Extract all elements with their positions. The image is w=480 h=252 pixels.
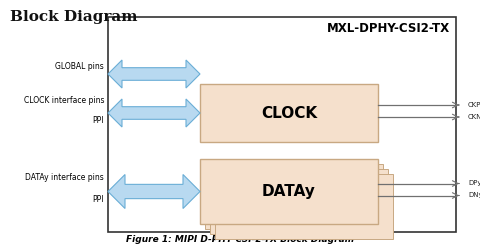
Bar [200, 159, 378, 224]
Text: Block Diagram: Block Diagram [10, 10, 137, 24]
Text: GLOBAL pins: GLOBAL pins [55, 62, 104, 71]
Text: CLOCK interface pins: CLOCK interface pins [24, 96, 104, 105]
Text: Figure 1: MIPI D-PHY CSI-2-TX Block Diagram: Figure 1: MIPI D-PHY CSI-2-TX Block Diag… [126, 235, 354, 244]
Text: CKN: CKN [468, 114, 480, 120]
Text: DPy: DPy [468, 180, 480, 186]
Polygon shape [108, 99, 200, 127]
Polygon shape [108, 60, 200, 88]
Polygon shape [108, 174, 200, 208]
Text: DATAy: DATAy [262, 184, 316, 199]
Bar [108, 17, 456, 232]
Text: CLOCK: CLOCK [261, 106, 317, 120]
Bar [200, 84, 378, 142]
Text: CKP: CKP [468, 102, 480, 108]
Bar [205, 164, 383, 229]
Bar [215, 174, 393, 239]
Text: DATAy interface pins: DATAy interface pins [25, 173, 104, 181]
Text: PPI: PPI [93, 116, 104, 125]
Text: DNy: DNy [468, 193, 480, 199]
Text: MXL-DPHY-CSI2-TX: MXL-DPHY-CSI2-TX [327, 22, 450, 35]
Bar [210, 169, 388, 234]
Text: PPI: PPI [93, 195, 104, 204]
